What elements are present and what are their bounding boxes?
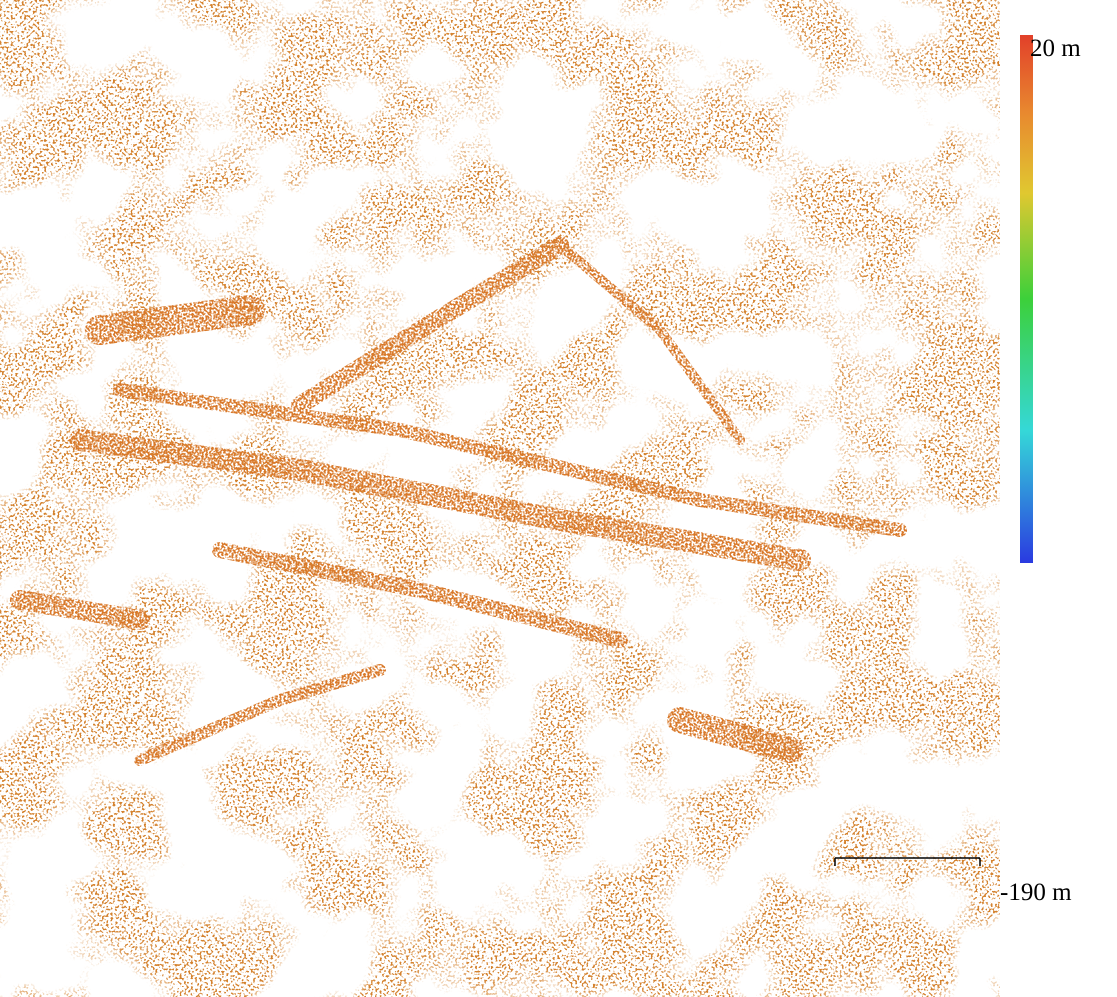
- colorbar: [1020, 35, 1033, 563]
- colorbar-max-label: 20 m: [1030, 35, 1081, 62]
- point-cloud: [0, 0, 1000, 997]
- colorbar-min-label: -190 m: [1000, 879, 1072, 906]
- elevation-map: 20 m -190 m: [0, 0, 1117, 997]
